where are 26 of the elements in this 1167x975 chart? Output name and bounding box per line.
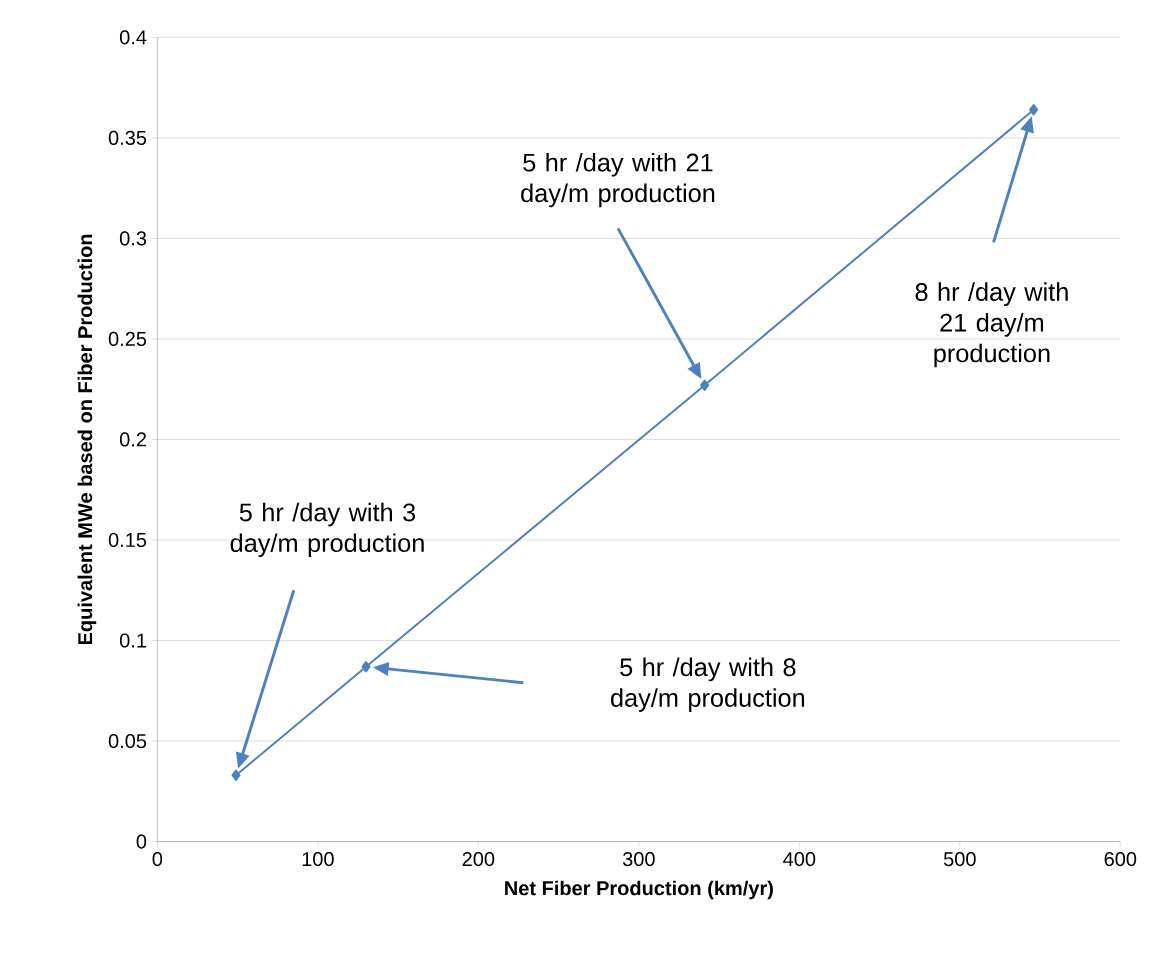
y-axis-title: Equivalent MWe based on Fiber Production [77,234,97,645]
x-tick-label: 100 [302,852,334,867]
annotation: 8 hr /day with 21 day/m production [915,282,1068,368]
point [700,379,710,391]
x-tick-label: 200 [462,852,495,867]
y-tick-label: 0.35 [108,130,147,145]
y-tick-label: 0 [136,834,147,849]
y-tick-label: 0.25 [108,331,147,347]
annotation: 5 hr /day with 21 day/m production [521,152,715,208]
point [361,661,371,673]
y-tick-label: 0.3 [119,231,147,246]
annotation: 5 hr /day with 8 day/m production [611,657,805,712]
annotation: 5 hr /day with 3 day/m production [230,502,424,558]
point [1029,104,1039,116]
x-tick-label: 600 [1104,852,1137,867]
y-tick-label: 0.05 [108,733,147,749]
y-tick-label: 0.15 [108,532,147,548]
x-tick-label: 0 [152,852,163,867]
y-tick-label: 0.4 [119,30,147,45]
y-tick-label: 0.2 [119,432,146,447]
x-tick-label: 500 [943,852,976,867]
x-tick-label: 400 [783,852,816,867]
y-tick-label: 0.1 [119,633,146,648]
x-axis-title: Net Fiber Production (km/yr) [505,880,773,900]
point [231,769,241,781]
x-tick-label: 300 [622,852,655,867]
